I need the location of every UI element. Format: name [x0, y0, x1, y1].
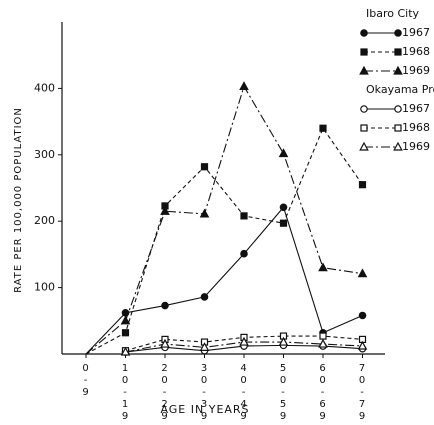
marker: [278, 148, 289, 158]
marker: [120, 346, 131, 356]
marker: [199, 342, 210, 351]
x-tick-label: 60-69: [317, 363, 328, 423]
x-tick-label: 20-29: [159, 363, 170, 423]
marker: [160, 205, 170, 215]
marker: [200, 163, 209, 171]
marker: [319, 332, 327, 340]
x-tick-label: 70-79: [357, 363, 368, 423]
y-tick-label: 300: [34, 148, 55, 161]
marker: [200, 293, 209, 301]
marker: [358, 181, 367, 189]
legend-group-title: Ibaro City: [366, 7, 420, 20]
x-tick-label: 30-39: [199, 363, 210, 423]
x-tick-label: 0-9: [80, 363, 91, 399]
x-axis-label: AGE IN YEARS: [160, 403, 249, 416]
marker: [357, 268, 368, 278]
marker: [358, 311, 367, 320]
y-tick-label: 400: [34, 81, 55, 94]
marker: [240, 212, 248, 220]
legend-label: 1967: [402, 26, 430, 39]
marker: [161, 301, 169, 310]
marker: [240, 249, 248, 258]
series-line: [85, 127, 363, 355]
x-tick-label: 50-59: [278, 363, 289, 423]
legend-label: 1968: [402, 121, 430, 134]
x-tick-label: 10-19: [120, 363, 131, 423]
marker: [359, 141, 369, 151]
marker: [394, 29, 402, 37]
marker: [239, 336, 249, 346]
marker: [360, 48, 368, 56]
y-axis-label: RATE PER 100,000 POPULATION: [13, 107, 24, 293]
marker: [279, 203, 288, 212]
legend-label: 1969: [402, 64, 430, 77]
series-line: [85, 85, 363, 355]
x-tick-label: 40-49: [238, 363, 249, 423]
marker: [278, 336, 289, 346]
legend-group-title: Okayama Pref.: [366, 83, 434, 96]
marker: [239, 81, 249, 91]
marker: [360, 105, 368, 113]
marker: [394, 48, 402, 56]
marker: [357, 340, 368, 350]
marker: [319, 124, 327, 132]
y-tick-label: 200: [34, 214, 55, 227]
marker: [394, 105, 402, 113]
marker: [199, 208, 210, 218]
marker: [160, 338, 170, 348]
marker: [360, 124, 368, 132]
marker: [394, 124, 402, 132]
marker: [359, 65, 369, 75]
legend-label: 1969: [402, 140, 430, 153]
marker: [393, 65, 403, 75]
marker: [318, 262, 328, 272]
marker: [318, 338, 328, 348]
legend-label: 1967: [402, 102, 430, 115]
marker: [360, 29, 368, 37]
marker: [393, 141, 403, 151]
y-tick-label: 100: [34, 281, 55, 294]
marker: [120, 315, 131, 325]
legend-label: 1968: [402, 45, 430, 58]
marker: [279, 219, 288, 227]
marker: [121, 329, 130, 337]
